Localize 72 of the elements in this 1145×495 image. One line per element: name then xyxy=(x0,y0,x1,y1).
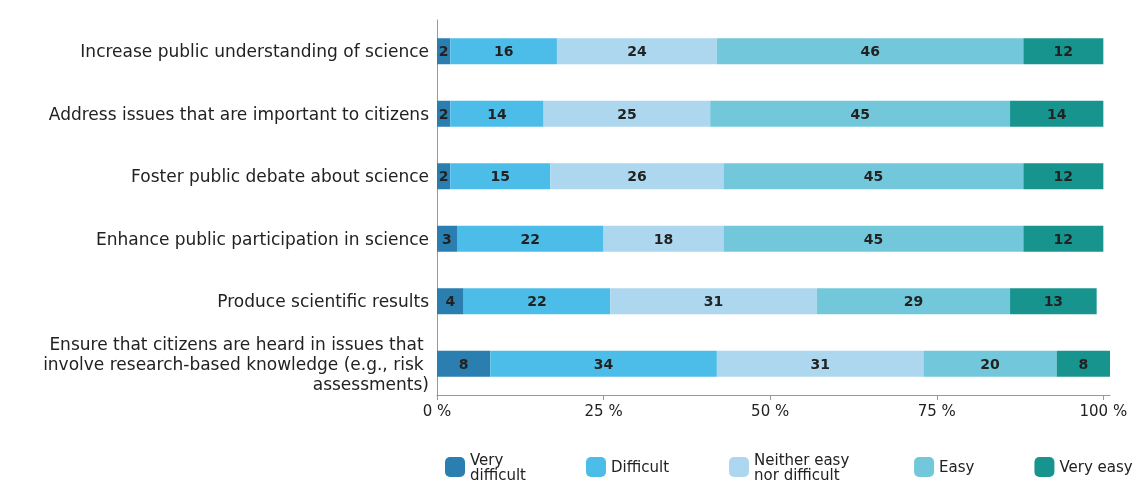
data-label: 12 xyxy=(1053,168,1074,185)
data-label: 31 xyxy=(703,293,724,310)
y-tick-label: Produce scientific results xyxy=(217,291,430,312)
x-tick-label: 75 % xyxy=(917,401,956,420)
bar xyxy=(543,100,711,127)
bar xyxy=(716,350,924,377)
bar xyxy=(1023,38,1104,65)
data-label: 22 xyxy=(520,230,541,247)
y-tick-label: Address issues that are important to citizens xyxy=(48,103,430,124)
data-label: 46 xyxy=(860,43,880,60)
data-label: 8 xyxy=(458,355,469,372)
bar xyxy=(450,163,551,190)
data-label: 4 xyxy=(445,293,456,310)
x-tick-label: 50 % xyxy=(751,401,790,420)
data-label: 34 xyxy=(593,355,614,372)
data-label: 13 xyxy=(1043,293,1064,310)
bar xyxy=(603,225,724,252)
data-label: 2 xyxy=(438,43,449,60)
data-label: 22 xyxy=(527,293,547,310)
y-tick-label: Ensure that citizens are heard in issues that involve research-based knowledge (e.g., risk assessments) xyxy=(43,333,429,394)
bar xyxy=(710,100,1011,127)
bar xyxy=(1010,288,1097,315)
data-label: 20 xyxy=(980,355,1001,372)
bar xyxy=(450,100,544,127)
y-tick-label: Foster public debate about science xyxy=(131,166,429,187)
x-tick-label: 0 % xyxy=(422,401,452,420)
bar xyxy=(463,288,611,315)
x-tick-label: 25 % xyxy=(584,401,623,420)
bar xyxy=(490,350,717,377)
data-label: 45 xyxy=(850,105,870,122)
data-label: 29 xyxy=(903,293,924,310)
data-label: 14 xyxy=(487,105,507,122)
data-label: 45 xyxy=(863,230,884,247)
legend-label: Very difficult xyxy=(470,450,527,484)
bar xyxy=(1010,100,1104,127)
bar xyxy=(450,38,557,65)
legend-label: Easy xyxy=(939,458,975,476)
data-label: 2 xyxy=(438,168,449,185)
legend-label: Neither easy nor difficult xyxy=(754,450,855,484)
legend-label: Very easy xyxy=(1059,458,1133,476)
data-label: 24 xyxy=(627,43,647,60)
data-label: 16 xyxy=(493,43,514,60)
bar xyxy=(723,225,1024,252)
legend-label: Difficult xyxy=(610,458,670,476)
data-label: 12 xyxy=(1053,230,1074,247)
bar xyxy=(816,288,1011,315)
bar xyxy=(923,350,1057,377)
bar xyxy=(456,225,604,252)
x-tick-label: 100 % xyxy=(1079,401,1128,420)
data-label: 18 xyxy=(653,230,674,247)
y-tick-label: Increase public understanding of science xyxy=(80,41,429,62)
data-label: 8 xyxy=(1078,355,1089,372)
bar xyxy=(723,163,1024,190)
bar xyxy=(1023,225,1104,252)
data-label: 31 xyxy=(810,355,830,372)
data-label: 14 xyxy=(1046,105,1067,122)
data-label: 3 xyxy=(442,230,452,247)
data-label: 25 xyxy=(617,105,637,122)
bar xyxy=(1023,163,1104,190)
bar xyxy=(550,163,724,190)
data-label: 2 xyxy=(438,105,449,122)
bar xyxy=(437,350,491,377)
data-label: 45 xyxy=(863,168,884,185)
bar xyxy=(1056,350,1110,377)
bar xyxy=(437,288,464,315)
bar xyxy=(610,288,817,315)
bar xyxy=(716,38,1024,65)
bar xyxy=(556,38,717,65)
data-label: 15 xyxy=(490,168,511,185)
data-label: 12 xyxy=(1053,43,1074,60)
y-tick-label: Enhance public participation in science xyxy=(96,228,429,249)
data-label: 26 xyxy=(627,168,647,185)
